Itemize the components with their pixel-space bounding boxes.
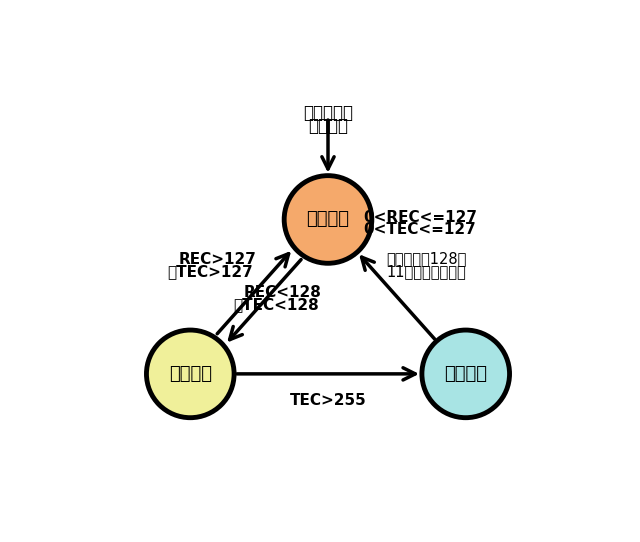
Text: REC<128: REC<128 xyxy=(243,285,321,300)
Text: 用户请求或128次: 用户请求或128次 xyxy=(386,251,467,267)
Text: TEC>255: TEC>255 xyxy=(290,393,366,409)
Circle shape xyxy=(147,330,234,418)
Text: 主动错误: 主动错误 xyxy=(307,210,349,229)
FancyArrowPatch shape xyxy=(362,257,435,339)
Text: 总线关闭: 总线关闭 xyxy=(444,365,487,383)
FancyArrowPatch shape xyxy=(230,260,301,340)
Circle shape xyxy=(284,176,372,263)
Text: 0<TEC<=127: 0<TEC<=127 xyxy=(364,222,476,237)
Circle shape xyxy=(422,330,509,418)
Text: 或TEC>127: 或TEC>127 xyxy=(168,264,253,279)
Text: 11个连续的隐性位: 11个连续的隐性位 xyxy=(386,264,466,279)
Text: 初始化请求: 初始化请求 xyxy=(303,104,353,122)
Text: 被动错误: 被动错误 xyxy=(169,365,212,383)
Text: REC>127: REC>127 xyxy=(179,251,257,267)
Text: 和TEC<128: 和TEC<128 xyxy=(233,298,319,313)
FancyArrowPatch shape xyxy=(237,368,415,380)
Text: 0<REC<=127: 0<REC<=127 xyxy=(363,210,477,225)
FancyArrowPatch shape xyxy=(217,254,289,334)
FancyArrowPatch shape xyxy=(322,120,334,169)
Text: 或初始化: 或初始化 xyxy=(308,117,348,134)
